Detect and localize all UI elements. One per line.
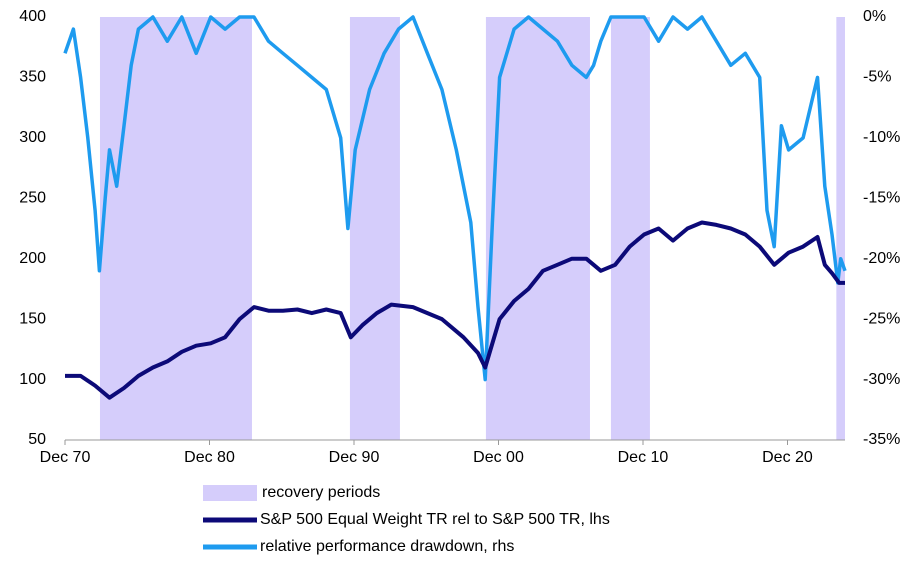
legend-swatch	[203, 485, 257, 501]
y-tick-label: 50	[28, 431, 46, 448]
recovery-period	[836, 17, 845, 440]
x-tick-label: Dec 90	[329, 449, 380, 466]
y2-tick-label: -10%	[863, 129, 900, 146]
x-tick-label: Dec 80	[184, 449, 235, 466]
recovery-period	[485, 17, 590, 440]
y-tick-label: 100	[19, 371, 46, 388]
series-line	[65, 220, 845, 400]
y2-tick-label: -15%	[863, 190, 900, 207]
y2-tick-label: -20%	[863, 250, 900, 267]
y2-tick-label: -25%	[863, 310, 900, 327]
x-tick-label: Dec 20	[762, 449, 813, 466]
x-tick-label: Dec 70	[40, 449, 91, 466]
series-line	[63, 15, 847, 382]
y2-tick-label: 0%	[863, 8, 886, 25]
y2-tick-label: -30%	[863, 371, 900, 388]
legend-label: S&P 500 Equal Weight TR rel to S&P 500 T…	[260, 511, 610, 528]
x-tick-label: Dec 10	[618, 449, 669, 466]
legend-label: recovery periods	[262, 484, 380, 501]
y2-tick-label: -35%	[863, 431, 900, 448]
y-tick-label: 350	[19, 69, 46, 86]
recovery-period	[349, 17, 400, 440]
y-tick-label: 200	[19, 250, 46, 267]
y2-tick-label: -5%	[863, 69, 891, 86]
recovery-period	[610, 17, 650, 440]
legend-label: relative performance drawdown, rhs	[260, 538, 514, 555]
x-tick-label: Dec 00	[473, 449, 524, 466]
y-tick-label: 400	[19, 8, 46, 25]
recovery-period	[99, 17, 252, 440]
y-tick-label: 300	[19, 129, 46, 146]
y-tick-label: 250	[19, 190, 46, 207]
y-tick-label: 150	[19, 310, 46, 327]
